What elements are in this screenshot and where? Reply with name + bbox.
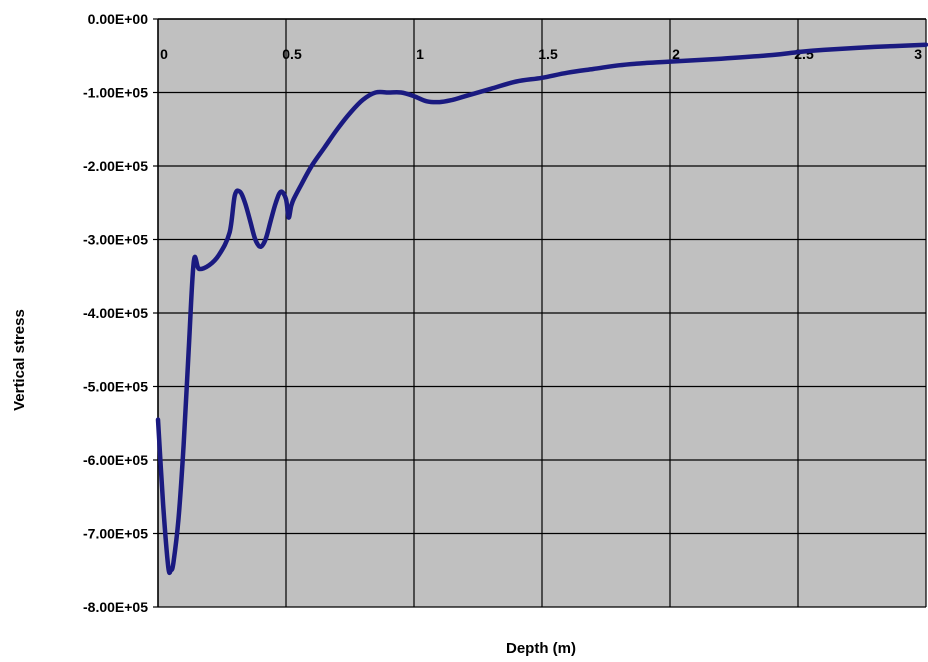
series-group bbox=[155, 42, 928, 576]
x-tick-label: 0 bbox=[160, 46, 168, 62]
y-tick-label: -5.00E+05 bbox=[83, 379, 148, 395]
y-tick-label: -2.00E+05 bbox=[83, 158, 148, 174]
y-tick-label: -4.00E+05 bbox=[83, 305, 148, 321]
x-tick-label: 1 bbox=[416, 46, 424, 62]
x-tick-label: 1.5 bbox=[538, 46, 558, 62]
y-axis-title: Vertical stress bbox=[11, 309, 28, 411]
y-tick-label: -8.00E+05 bbox=[83, 599, 148, 615]
y-tick-label: -3.00E+05 bbox=[83, 232, 148, 248]
y-tick-label: -1.00E+05 bbox=[83, 85, 148, 101]
x-axis-title: Depth (m) bbox=[506, 640, 576, 657]
x-tick-label: 3 bbox=[914, 46, 922, 62]
y-tick-label: -6.00E+05 bbox=[83, 452, 148, 468]
x-tick-label: 2 bbox=[672, 46, 680, 62]
x-tick-label: 0.5 bbox=[282, 46, 302, 62]
y-tick-label: -7.00E+05 bbox=[83, 526, 148, 542]
y-tick-labels: 0.00E+00 -1.00E+05 -2.00E+05 -3.00E+05 -4.00… bbox=[83, 11, 148, 615]
grid-lines bbox=[153, 18, 927, 608]
y-tick-label: 0.00E+00 bbox=[88, 11, 149, 27]
series-line bbox=[155, 42, 928, 576]
